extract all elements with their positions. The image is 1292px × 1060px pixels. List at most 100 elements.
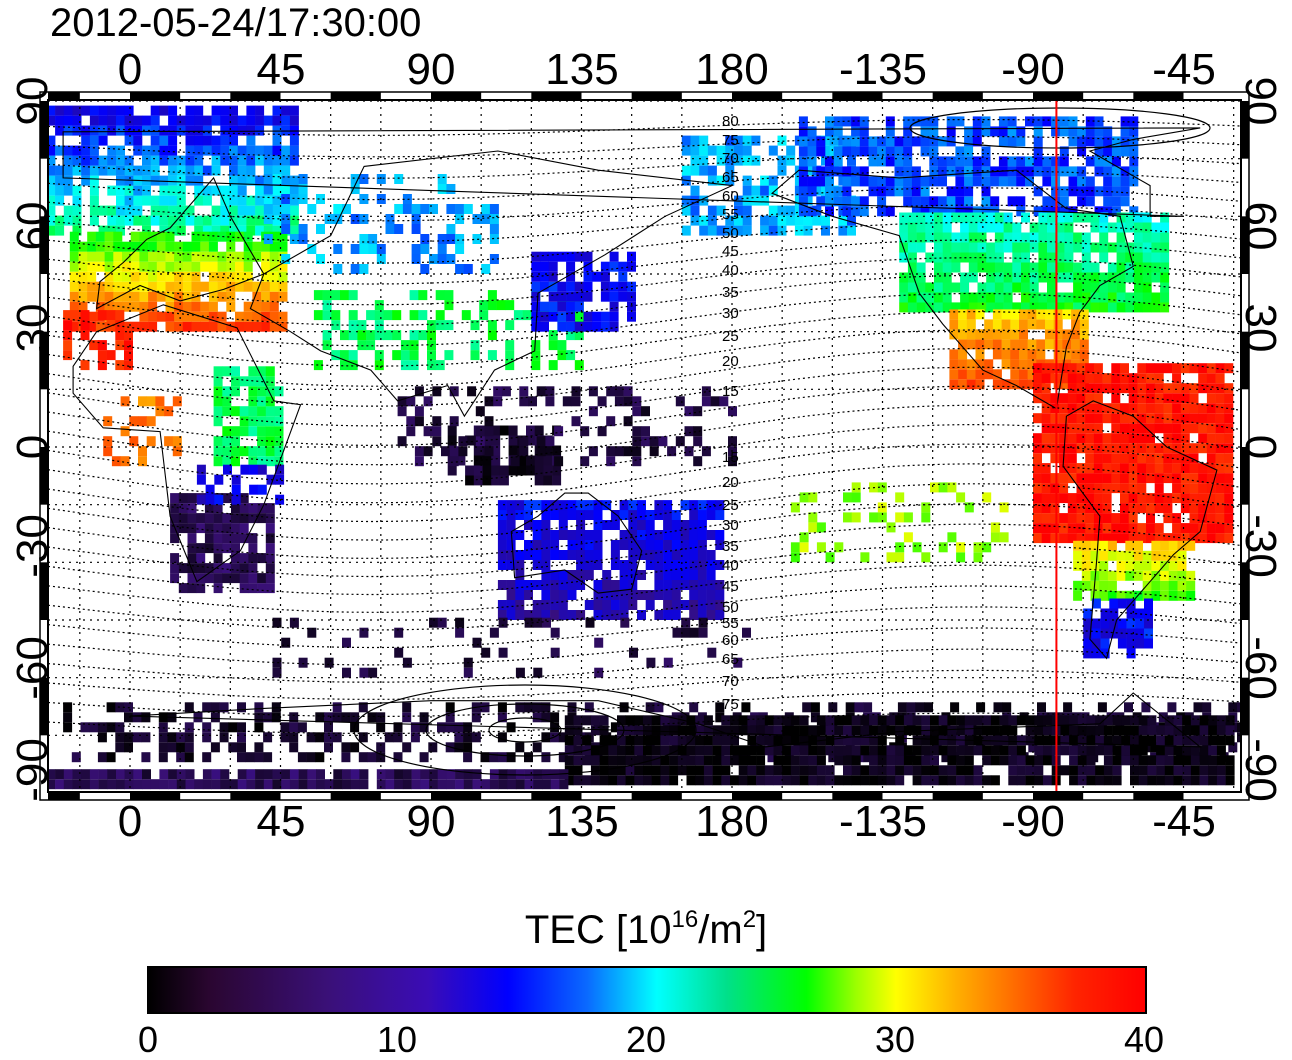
- tec-cell: [799, 725, 809, 736]
- tec-cell: [104, 291, 114, 302]
- tec-cell: [1077, 186, 1087, 197]
- tec-cell: [1073, 590, 1083, 601]
- tec-cell: [1099, 222, 1109, 233]
- tec-cell: [1215, 403, 1225, 414]
- tec-cell: [1029, 282, 1039, 293]
- tec-cell: [168, 195, 178, 206]
- tec-cell: [1086, 735, 1096, 746]
- tec-cell: [886, 715, 896, 726]
- tec-cell: [738, 725, 748, 736]
- tec-cell: [248, 386, 258, 397]
- tec-cell: [515, 590, 525, 600]
- tec-cell: [851, 775, 861, 786]
- tec-cell: [204, 523, 214, 534]
- tec-cell: [798, 146, 808, 157]
- tec-cell: [1182, 725, 1192, 736]
- tec-cell: [182, 311, 192, 322]
- tec-cell: [1224, 433, 1234, 444]
- tec-cell: [246, 225, 256, 236]
- tec-cell: [524, 702, 533, 713]
- tec-cell: [972, 136, 982, 147]
- tec-cell: [558, 600, 568, 610]
- tec-cell: [211, 155, 221, 166]
- tec-cell: [524, 769, 534, 780]
- tec-cell: [651, 715, 661, 726]
- tec-cell: [588, 406, 598, 417]
- tec-cell: [342, 637, 351, 648]
- tec-cell: [557, 321, 567, 332]
- tec-cell: [619, 600, 629, 610]
- tec-cell: [1168, 550, 1178, 561]
- tec-cell: [808, 492, 818, 503]
- tec-cell: [1016, 765, 1026, 776]
- tec-cell: [972, 176, 982, 187]
- tec-cell: [825, 156, 834, 167]
- tec-cell: [728, 456, 737, 467]
- tec-cell: [1121, 755, 1131, 766]
- tec-cell: [960, 242, 970, 253]
- tec-cell: [159, 205, 169, 216]
- tec-cell: [1090, 242, 1100, 253]
- mlat-contour: [48, 119, 1241, 136]
- tec-cell: [554, 456, 564, 467]
- tec-cell: [798, 166, 808, 177]
- tec-cell: [686, 765, 696, 776]
- tec-cell: [1069, 745, 1079, 756]
- tec-cell: [986, 242, 996, 253]
- tec-cell: [1135, 638, 1145, 649]
- tec-cell: [226, 251, 236, 262]
- tec-cell: [920, 116, 930, 127]
- tec-cell: [254, 702, 264, 713]
- tec-cell: [580, 426, 590, 437]
- tec-cell: [170, 563, 180, 574]
- tec-cell: [1083, 628, 1093, 639]
- tec-cell: [1116, 560, 1126, 571]
- tec-cell: [257, 436, 267, 447]
- tec-cell: [681, 165, 691, 176]
- tec-cell: [833, 196, 843, 207]
- tec-cell: [1071, 329, 1081, 340]
- tec-cell: [400, 350, 410, 361]
- tec-cell: [716, 175, 726, 186]
- tec-cell: [104, 301, 114, 312]
- tec-cell: [289, 617, 299, 628]
- tec-cell: [677, 765, 687, 776]
- tec-cell: [690, 155, 700, 166]
- tec-cell: [1095, 715, 1105, 726]
- tec-cell: [1019, 369, 1028, 380]
- tec-cell: [1130, 775, 1139, 786]
- tec-cell: [707, 225, 717, 236]
- tec-cell: [505, 320, 515, 331]
- lon-tick-top: 90: [406, 45, 456, 94]
- tec-cell: [834, 755, 844, 766]
- tec-cell: [651, 775, 661, 786]
- tec-cell: [573, 775, 583, 786]
- tec-cell: [701, 396, 711, 407]
- tec-cell: [1177, 580, 1187, 591]
- tec-cell: [654, 540, 664, 550]
- tec-cell: [475, 436, 485, 447]
- tec-cell: [1093, 503, 1103, 514]
- tec-cell: [446, 779, 456, 790]
- tec-cell: [55, 225, 65, 236]
- tec-cell: [281, 155, 291, 166]
- tec-cell: [115, 310, 125, 321]
- tec-cell: [55, 195, 65, 206]
- tec-cell: [1085, 196, 1095, 207]
- tec-cell: [1112, 775, 1122, 786]
- tec-cell: [69, 231, 79, 242]
- tec-cell: [222, 436, 232, 447]
- contour-label: 55: [722, 615, 739, 632]
- tec-cell: [116, 155, 125, 166]
- tec-cell: [1138, 775, 1148, 786]
- tec-cell: [1189, 423, 1199, 434]
- tec-cell: [593, 590, 603, 600]
- tec-cell: [1062, 309, 1072, 320]
- tec-cell: [903, 512, 913, 523]
- tec-cell: [142, 195, 151, 206]
- tec-cell: [1111, 433, 1121, 444]
- tec-cell: [602, 600, 612, 610]
- tec-cell: [782, 775, 792, 786]
- tec-cell: [738, 745, 748, 756]
- tec-cell: [315, 712, 325, 723]
